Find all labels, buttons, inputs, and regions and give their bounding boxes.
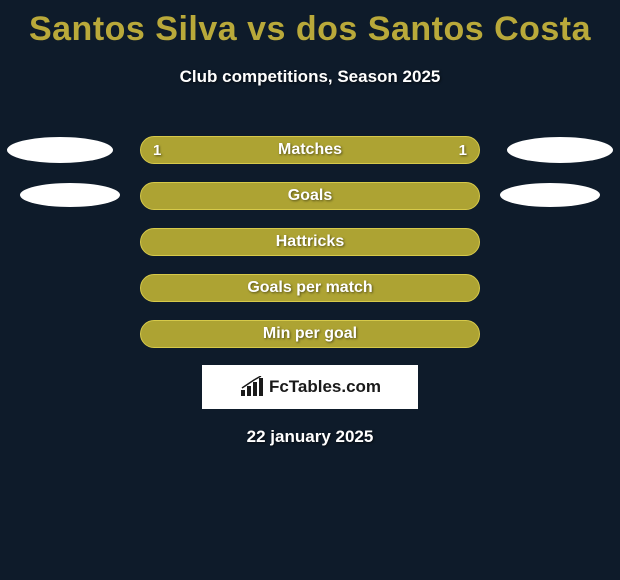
comparison-chart: 1 Matches 1 Goals Hattricks Goals per ma… bbox=[0, 127, 620, 357]
stat-left-value: 1 bbox=[153, 142, 161, 159]
stat-right-value: 1 bbox=[459, 142, 467, 159]
page-title: Santos Silva vs dos Santos Costa bbox=[0, 0, 620, 49]
stat-row: Goals per match bbox=[0, 265, 620, 311]
stat-row: Hattricks bbox=[0, 219, 620, 265]
attribution-logo: FcTables.com bbox=[239, 376, 381, 398]
subtitle: Club competitions, Season 2025 bbox=[0, 67, 620, 87]
stat-bar-hattricks: Hattricks bbox=[140, 228, 480, 256]
stat-label: Matches bbox=[278, 141, 342, 159]
stat-label: Goals per match bbox=[247, 279, 372, 297]
attribution-badge: FcTables.com bbox=[202, 365, 418, 409]
stat-label: Goals bbox=[288, 187, 332, 205]
stat-row: Min per goal bbox=[0, 311, 620, 357]
stat-bar-goals: Goals bbox=[140, 182, 480, 210]
stat-bar-min-per-goal: Min per goal bbox=[140, 320, 480, 348]
stat-row: Goals bbox=[0, 173, 620, 219]
stat-bar-matches: 1 Matches 1 bbox=[140, 136, 480, 164]
stat-bar-goals-per-match: Goals per match bbox=[140, 274, 480, 302]
stat-label: Hattricks bbox=[276, 233, 344, 251]
attribution-text: FcTables.com bbox=[269, 377, 381, 397]
date-label: 22 january 2025 bbox=[0, 427, 620, 447]
bars-icon bbox=[239, 376, 265, 398]
stat-row: 1 Matches 1 bbox=[0, 127, 620, 173]
stat-label: Min per goal bbox=[263, 325, 357, 343]
